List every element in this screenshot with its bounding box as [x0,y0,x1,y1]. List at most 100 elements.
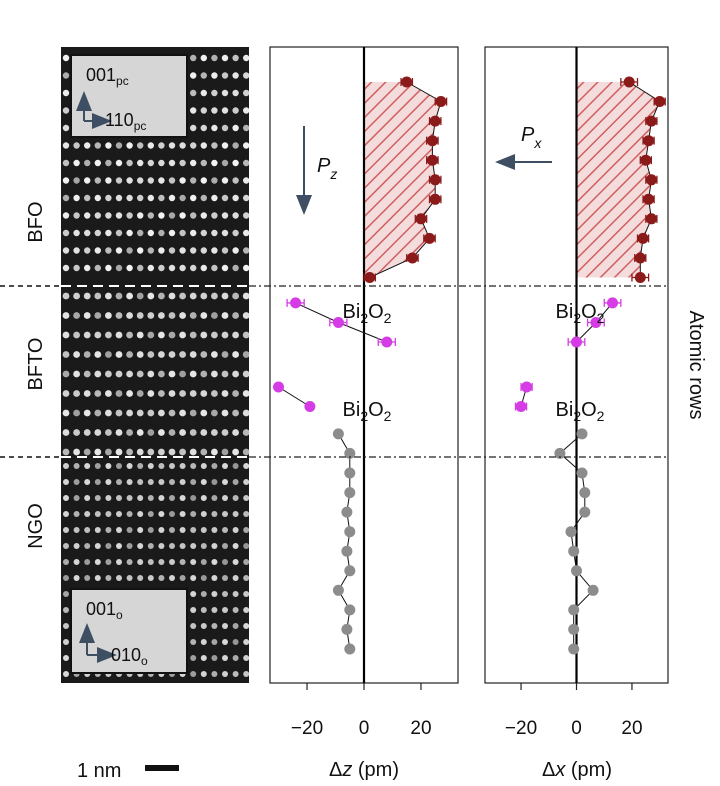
atom-column [105,559,112,565]
atom-column [63,671,69,677]
x-tick-label: −20 [291,718,323,739]
data-point-ngo [568,545,580,557]
atom-column [115,177,123,184]
atom-column [73,409,80,417]
atom-column [200,429,208,436]
atom-column [211,409,218,417]
atom-column [211,671,218,677]
atom-column [73,212,80,219]
atom-column [168,429,176,436]
atom-column [73,177,80,184]
atom-column [190,264,197,272]
atom-column [190,511,197,517]
atom-column [243,575,250,581]
data-point-ngo [341,545,353,557]
atom-column [189,429,197,436]
atom-column [73,448,80,456]
atom-column [84,495,91,501]
atom-column [73,495,80,501]
atom-column [62,212,70,219]
atom-column [190,124,197,132]
atom-column [243,177,250,184]
atom-column [190,639,197,645]
atom-column [73,370,80,378]
atom-column [105,351,112,358]
atom-column [147,463,154,469]
atom-column [105,212,112,219]
atom-column [84,229,91,237]
atom-column [126,142,133,149]
atom-column [179,390,187,397]
atom-column [243,194,250,202]
bi2o2-label-upper: Bi2O2 [343,301,392,326]
atom-column [190,72,197,79]
atom-column [200,511,207,517]
atom-column [116,527,122,533]
atom-column [232,89,239,97]
atom-column [147,429,155,436]
atom-column [126,495,133,501]
atom-column [221,124,229,132]
atom-column [94,559,101,565]
atom-column [222,463,228,469]
data-point-bfto-lower [304,401,316,412]
atom-column [137,495,144,501]
atom-column [179,194,186,202]
atom-column [94,247,102,254]
atom-column [222,623,228,629]
atom-column [243,543,250,549]
atom-column [189,292,197,300]
atom-column [222,559,228,565]
atom-column [115,331,123,339]
atom-column [126,575,133,581]
atom-column [73,575,80,581]
data-point-bfo [637,232,649,244]
atom-column [147,575,154,581]
atom-column [147,527,154,533]
atom-column [200,351,208,358]
atom-column [243,479,250,485]
atom-column [232,511,239,517]
atom-column [211,72,218,79]
atom-column [232,409,240,417]
data-point-bfo [645,115,657,127]
atom-column [126,448,133,456]
atom-column [94,292,102,300]
atom-column [105,390,112,397]
atom-column [211,607,218,613]
atom-column [94,331,102,339]
atom-column [83,429,91,436]
atom-column [169,511,175,517]
atom-column [222,575,228,581]
atom-column [221,177,229,184]
atom-column [168,142,176,149]
atom-column [221,351,229,358]
atom-column [211,292,218,300]
atom-column [137,575,144,581]
atom-column [158,177,165,184]
atom-column [169,527,175,533]
atom-column [221,370,229,378]
atom-column [200,543,207,549]
atom-column [179,527,186,533]
data-point-bfto-lower [521,381,533,393]
atom-column [73,559,80,565]
atom-column [211,331,218,339]
atom-column [105,448,112,456]
atom-column [94,351,102,358]
data-point-ngo [344,447,356,459]
atom-column [137,264,144,272]
atom-column [94,264,102,272]
atom-column [94,527,101,533]
atom-column [94,177,102,184]
atom-column [222,479,228,485]
atom-column [137,543,144,549]
plot-dz: Pz Bi2O2 Bi2O2 −20 0 20 Δz (pm) [269,46,459,781]
atom-column [222,511,228,517]
atom-column [73,527,80,533]
haadf-image: 001pc 110pc 001o 010o BFO BFTO NGO 1 nm [0,47,250,782]
atom-column [211,159,218,167]
atom-column [168,247,176,254]
atom-column [62,107,70,114]
atom-column [243,655,250,661]
